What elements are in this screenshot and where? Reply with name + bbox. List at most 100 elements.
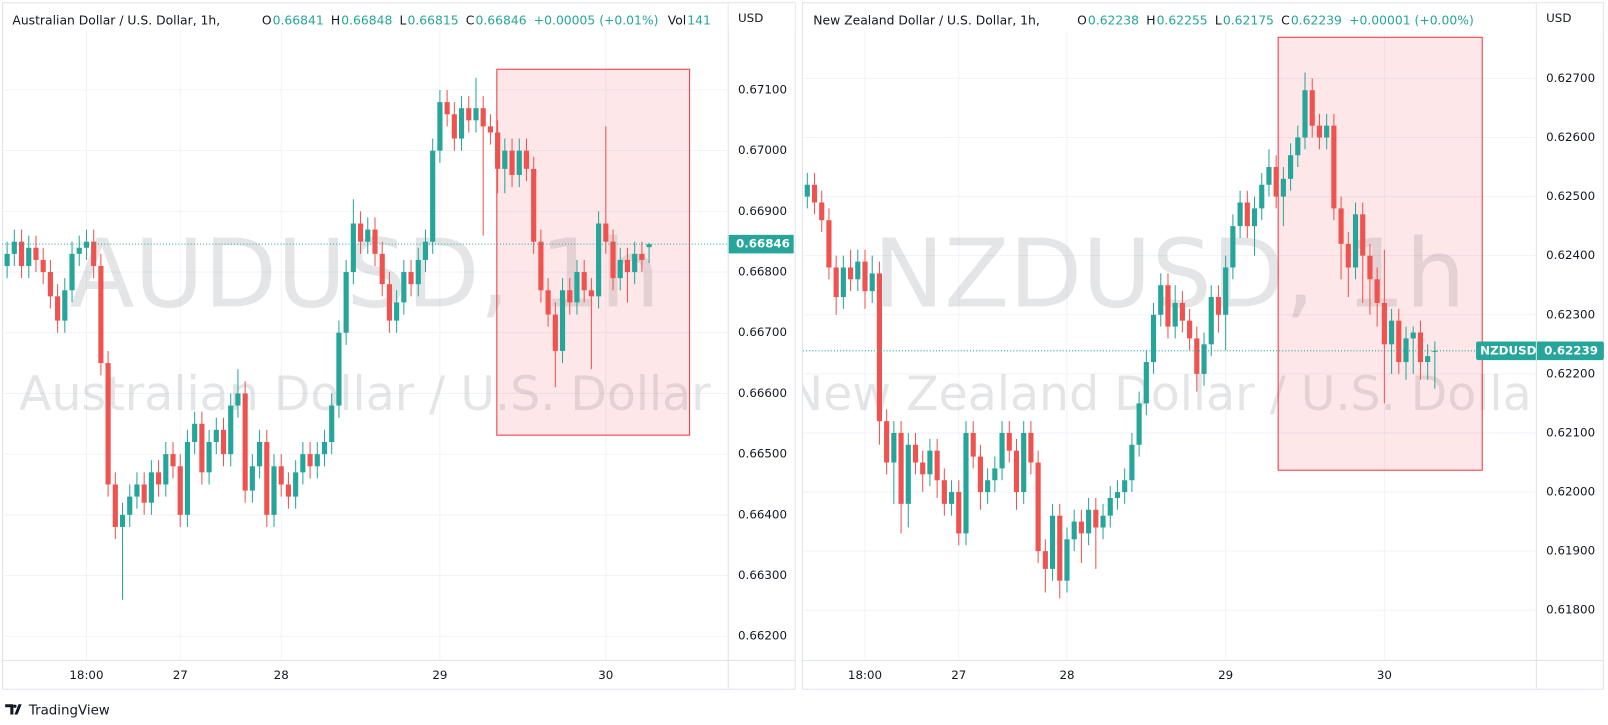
candle-body: [632, 253, 638, 273]
candle-body: [1179, 302, 1185, 321]
unit-bg: [728, 3, 795, 31]
ohlc-value: 0.66848: [341, 13, 392, 27]
candle-body: [1006, 432, 1012, 451]
candle-body: [531, 168, 537, 242]
candle-body: [811, 184, 818, 203]
symbol-header: Australian Dollar / U.S. Dollar, 1h,: [12, 13, 220, 27]
candle-body: [639, 253, 645, 260]
brand: TradingView: [28, 703, 110, 718]
candle-body: [1136, 403, 1142, 445]
watermark-name: Australian Dollar / U.S. Dollar: [19, 367, 711, 422]
candle-body: [1129, 444, 1135, 481]
candle-body: [1360, 214, 1366, 256]
candle-body: [336, 332, 342, 406]
candle-body: [401, 272, 407, 303]
panel-left: [2, 2, 796, 690]
candle-body: [1389, 320, 1395, 345]
candle-body: [862, 261, 868, 292]
candle-body: [1237, 202, 1243, 227]
candle-body: [523, 150, 530, 169]
candle-body: [833, 267, 839, 298]
candle-body: [1251, 208, 1258, 227]
candle-body: [1143, 362, 1149, 404]
candle-body: [1410, 332, 1416, 339]
y-tick-label: 0.62500: [1546, 189, 1595, 203]
candle-body: [1057, 515, 1063, 581]
candle-body: [26, 247, 32, 266]
candle-body: [177, 466, 183, 515]
candle-body: [876, 273, 883, 422]
candle-body: [271, 466, 277, 515]
candle-body: [1316, 125, 1323, 138]
x-tick-label: 28: [1059, 668, 1074, 682]
x-tick-label: 27: [951, 668, 966, 682]
candle-body: [1352, 214, 1359, 268]
candle-body: [1013, 450, 1020, 493]
candle-body: [170, 454, 176, 467]
candle-body: [1425, 356, 1431, 363]
ohlc-label: O: [262, 13, 272, 27]
candle-body: [444, 102, 450, 115]
candle-body: [1078, 521, 1084, 534]
y-tick-label: 0.67000: [738, 143, 787, 157]
candle-body: [985, 480, 991, 493]
candle-body: [646, 244, 652, 248]
unit-bg: [1536, 3, 1603, 31]
candle-body: [1150, 314, 1157, 363]
candle-body: [1071, 521, 1077, 540]
candle-body: [127, 496, 133, 515]
y-tick-label: 0.62100: [1546, 425, 1595, 439]
candle-body: [285, 484, 292, 497]
candle-body: [1280, 178, 1286, 197]
y-tick-label: 0.61800: [1546, 603, 1595, 617]
candle-body: [1295, 137, 1301, 156]
candle-body: [1165, 285, 1171, 327]
candle-body: [451, 114, 457, 139]
ohlc-value: 0.62255: [1157, 13, 1208, 27]
ohlc-label: H: [1146, 13, 1155, 27]
axis-unit: USD: [1546, 11, 1571, 25]
candle-body: [365, 229, 371, 242]
candle-body: [1331, 125, 1337, 209]
candle-body: [977, 456, 983, 493]
candle-body: [321, 441, 328, 455]
y-tick-label: 0.62300: [1546, 307, 1595, 321]
ohlc-label: H: [331, 13, 340, 27]
candle-body: [884, 421, 890, 463]
candle-body: [948, 492, 955, 504]
candle-body: [891, 432, 897, 463]
candle-body: [509, 150, 515, 175]
ohlc-label: L: [400, 13, 407, 27]
candle-body: [206, 441, 212, 473]
price-tag-label: 0.62239: [1544, 343, 1598, 357]
y-tick-label: 0.67100: [738, 82, 787, 96]
candle-body: [1223, 267, 1229, 315]
ohlc-value: 0.66846: [475, 13, 526, 27]
candle-body: [1028, 432, 1034, 463]
candle-body: [394, 302, 400, 321]
candle-body: [559, 290, 566, 351]
x-tick-label: 27: [173, 668, 188, 682]
y-tick-label: 0.66300: [738, 568, 787, 582]
candle-body: [329, 405, 335, 442]
candle-body: [999, 432, 1005, 469]
x-tick-label: 29: [1218, 668, 1233, 682]
candle-body: [213, 429, 219, 442]
candle-body: [249, 466, 255, 491]
candle-body: [1107, 497, 1113, 516]
price-tag-label: 0.66846: [736, 237, 790, 251]
ohlc-value: 0.66815: [407, 13, 458, 27]
symbol-header: New Zealand Dollar / U.S. Dollar, 1h,: [813, 13, 1040, 27]
candle-body: [55, 296, 61, 321]
candle-body: [156, 472, 162, 485]
ohlc-value: 0.62175: [1223, 13, 1274, 27]
candle-body: [610, 241, 616, 279]
candle-body: [1122, 480, 1128, 493]
y-tick-label: 0.62700: [1546, 71, 1595, 85]
y-tick-label: 0.66500: [738, 447, 787, 461]
volume-label: Vol: [668, 13, 687, 27]
candle-body: [307, 454, 313, 467]
